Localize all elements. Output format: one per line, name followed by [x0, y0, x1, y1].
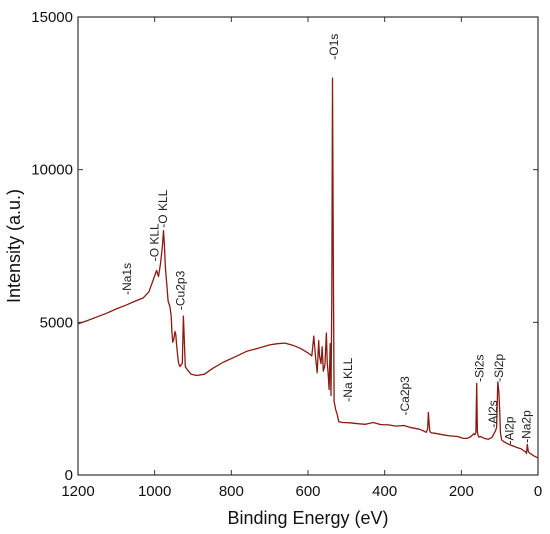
x-tick-label: 0 — [534, 483, 542, 500]
peak-label: -O KLL — [156, 189, 170, 227]
peak-label: -Cu2p3 — [173, 270, 187, 310]
peak-label: -Na2p — [520, 410, 534, 443]
peak-label: -Na1s — [120, 263, 134, 295]
x-tick-label: 400 — [372, 483, 397, 500]
x-tick-labels: 1200 1000 800 600 400 200 0 — [61, 483, 542, 500]
peak-label: -Al2s — [486, 400, 500, 427]
x-tick-label: 1000 — [138, 483, 171, 500]
peak-label: -Si2s — [472, 355, 486, 382]
peak-annotations: -Na1s -O KLL-O KLL -Cu2p3 -O1s -Na KLL -Ca2p3… — [120, 34, 533, 445]
peak-label: -Al2p — [503, 416, 517, 444]
peak-label: -Si2p — [492, 354, 506, 382]
axis-ticks — [77, 16, 539, 476]
x-tick-label: 1200 — [61, 483, 94, 500]
y-tick-label: 0 — [65, 467, 73, 484]
y-tick-label: 10000 — [31, 162, 73, 179]
y-axis-title: Intensity (a.u.) — [4, 189, 24, 303]
x-tick-label: 600 — [295, 483, 320, 500]
x-axis-title: Binding Energy (eV) — [227, 508, 388, 528]
x-tick-label: 200 — [449, 483, 474, 500]
y-tick-label: 15000 — [31, 9, 73, 26]
peak-label: -Ca2p3 — [398, 376, 412, 416]
peak-label: -Na KLL — [341, 357, 355, 401]
peak-label: -O1s — [327, 34, 341, 60]
x-tick-label: 800 — [219, 483, 244, 500]
peak-label: -O KLL — [148, 223, 162, 261]
series-line-spectrum — [77, 77, 539, 459]
y-tick-label: 5000 — [40, 314, 73, 331]
y-tick-labels: 0 5000 10000 15000 — [31, 9, 73, 484]
